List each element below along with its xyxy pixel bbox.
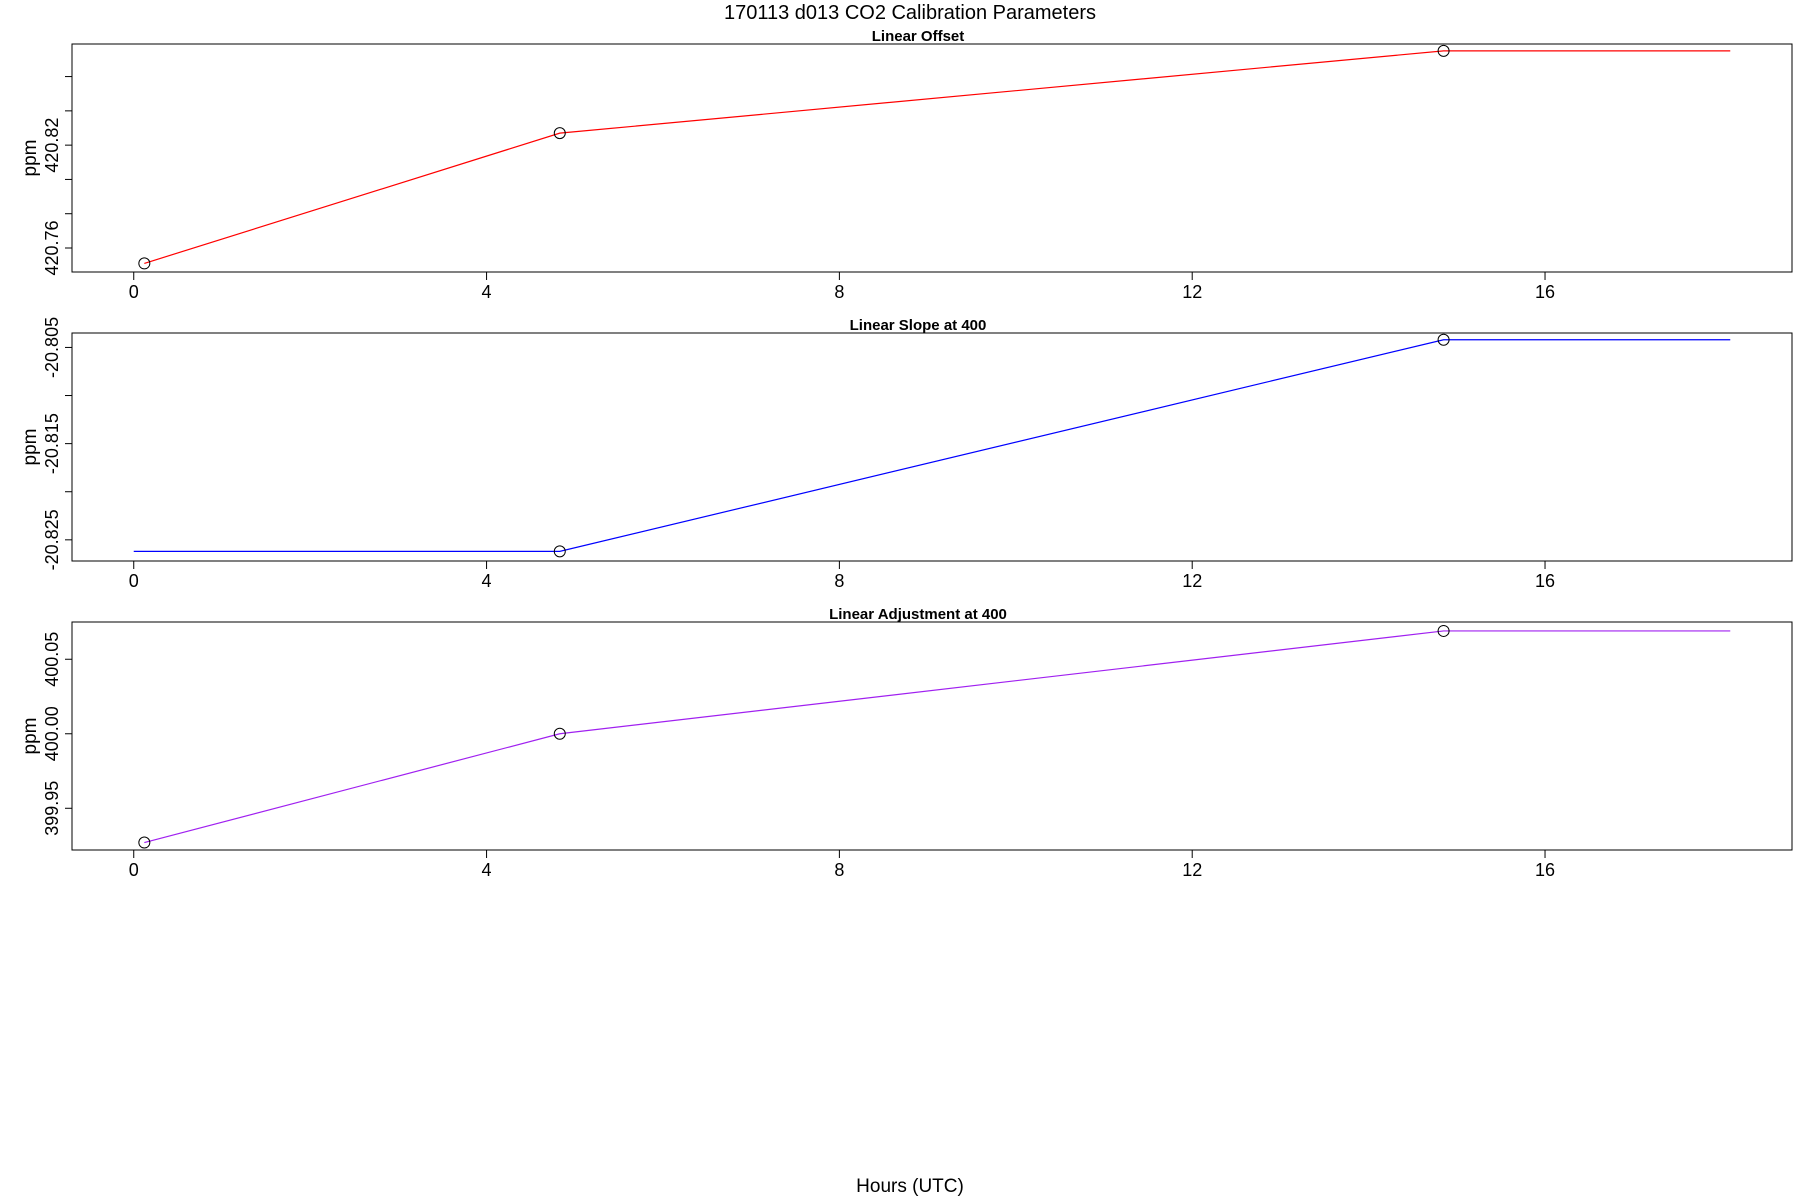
- linear-slope-plot-frame: [71, 332, 1793, 562]
- linear-offset-series-line: [144, 50, 1731, 265]
- linear-adjustment-x-tick-label: 8: [834, 860, 844, 880]
- linear-adjustment-data-point: [1437, 624, 1450, 637]
- linear-adjustment-y-tick-label: 400.05: [42, 632, 62, 687]
- linear-offset-data-point: [553, 127, 566, 140]
- linear-adjustment-series-line: [144, 630, 1731, 844]
- linear-slope-x-tick-label: 0: [129, 571, 139, 591]
- linear-offset-y-tick-label: 420.76: [42, 220, 62, 275]
- linear-adjustment-x-tick-label: 0: [129, 860, 139, 880]
- linear-adjustment-y-tick-label: 399.95: [42, 781, 62, 836]
- linear-adjustment-title: Linear Adjustment at 400: [829, 606, 1007, 623]
- linear-adjustment-plot-frame: [71, 621, 1793, 851]
- linear-slope-y-axis-label: ppm: [20, 429, 41, 466]
- linear-adjustment-y-axis-label: ppm: [20, 718, 41, 755]
- linear-slope-y-tick-label: -20.805: [42, 317, 62, 378]
- linear-slope-title: Linear Slope at 400: [850, 317, 987, 334]
- linear-slope-data-point: [553, 545, 566, 558]
- linear-slope-x-tick-label: 8: [834, 571, 844, 591]
- linear-slope-y-tick-label: -20.825: [42, 509, 62, 570]
- linear-slope-x-tick-label: 16: [1535, 571, 1555, 591]
- linear-offset-x-tick-label: 4: [482, 282, 492, 302]
- linear-slope-x-tick-label: 4: [482, 571, 492, 591]
- linear-adjustment-y-tick-label: 400.00: [42, 706, 62, 761]
- linear-adjustment-x-tick-label: 16: [1535, 860, 1555, 880]
- linear-offset-title: Linear Offset: [872, 28, 965, 45]
- linear-offset-data-point: [138, 257, 151, 270]
- linear-offset-plot-frame: [71, 43, 1793, 273]
- figure-title: 170113 d013 CO2 Calibration Parameters: [724, 2, 1096, 24]
- linear-slope-series-line: [133, 339, 1731, 552]
- linear-adjustment-data-point: [553, 727, 566, 740]
- linear-slope-panel: Linear Slope at 400 0 4 8 12 16 -20.825 -20.815…: [20, 317, 1793, 591]
- linear-offset-x-tick-label: 0: [129, 282, 139, 302]
- linear-offset-x-tick-label: 8: [834, 282, 844, 302]
- linear-adjustment-x-tick-label: 12: [1182, 860, 1202, 880]
- linear-adjustment-x-tick-label: 4: [482, 860, 492, 880]
- linear-offset-x-tick-label: 12: [1182, 282, 1202, 302]
- linear-offset-y-tick-label: 420.82: [42, 118, 62, 173]
- figure-x-axis-label: Hours (UTC): [856, 1176, 964, 1197]
- linear-offset-y-axis-label: ppm: [20, 140, 41, 177]
- linear-adjustment-data-point: [138, 836, 151, 849]
- linear-slope-y-tick-label: -20.815: [42, 413, 62, 474]
- linear-offset-x-tick-label: 16: [1535, 282, 1555, 302]
- linear-offset-data-point: [1437, 44, 1450, 57]
- linear-adjustment-panel: Linear Adjustment at 400 0 4 8 12 16 399.95 400…: [20, 606, 1793, 880]
- linear-slope-data-point: [1437, 333, 1450, 346]
- linear-slope-x-tick-label: 12: [1182, 571, 1202, 591]
